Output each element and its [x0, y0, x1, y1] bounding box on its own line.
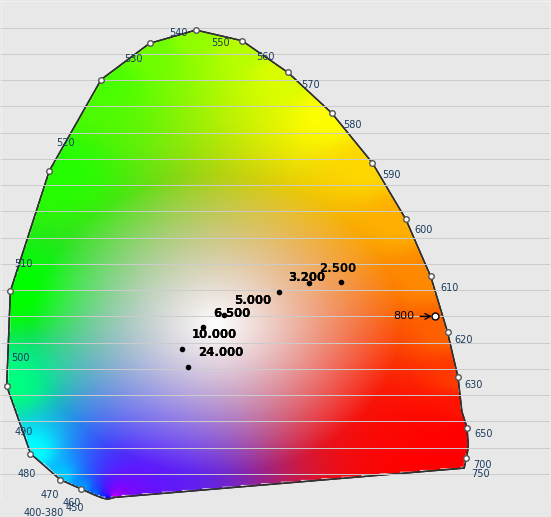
Text: 520: 520: [56, 138, 75, 148]
Text: 450: 450: [66, 503, 84, 513]
Text: 510: 510: [14, 259, 33, 269]
Text: 750: 750: [472, 469, 490, 479]
Text: 500: 500: [11, 354, 30, 363]
Text: 580: 580: [343, 120, 361, 130]
Text: 540: 540: [169, 28, 187, 38]
Text: 650: 650: [474, 429, 493, 439]
Text: 5.000: 5.000: [234, 295, 271, 308]
Text: 24.000: 24.000: [198, 346, 244, 359]
Text: 3.200: 3.200: [288, 271, 326, 284]
Text: 490: 490: [14, 427, 33, 437]
Text: 6.500: 6.500: [213, 307, 250, 320]
Text: 3.200: 3.200: [288, 271, 326, 284]
Text: 24.000: 24.000: [198, 346, 244, 359]
Text: 5.000: 5.000: [234, 295, 271, 308]
Text: 800: 800: [393, 311, 414, 322]
Text: 600: 600: [414, 225, 433, 235]
Text: 610: 610: [440, 282, 458, 293]
Text: 10.000: 10.000: [192, 328, 237, 341]
Text: 620: 620: [455, 335, 473, 345]
Text: 470: 470: [40, 490, 58, 500]
Text: 630: 630: [464, 379, 483, 390]
Text: 480: 480: [18, 469, 36, 479]
Text: 530: 530: [124, 54, 142, 64]
Text: 2.500: 2.500: [318, 263, 356, 276]
Text: 700: 700: [473, 461, 492, 470]
Text: 590: 590: [382, 170, 401, 179]
Text: 400-380: 400-380: [24, 508, 64, 517]
Text: 560: 560: [256, 52, 274, 62]
Text: 10.000: 10.000: [192, 328, 237, 341]
PathPatch shape: [2, 2, 549, 500]
Text: 550: 550: [211, 38, 230, 49]
Text: 570: 570: [301, 80, 320, 90]
Text: 460: 460: [63, 498, 81, 508]
Text: 6.500: 6.500: [213, 307, 250, 320]
